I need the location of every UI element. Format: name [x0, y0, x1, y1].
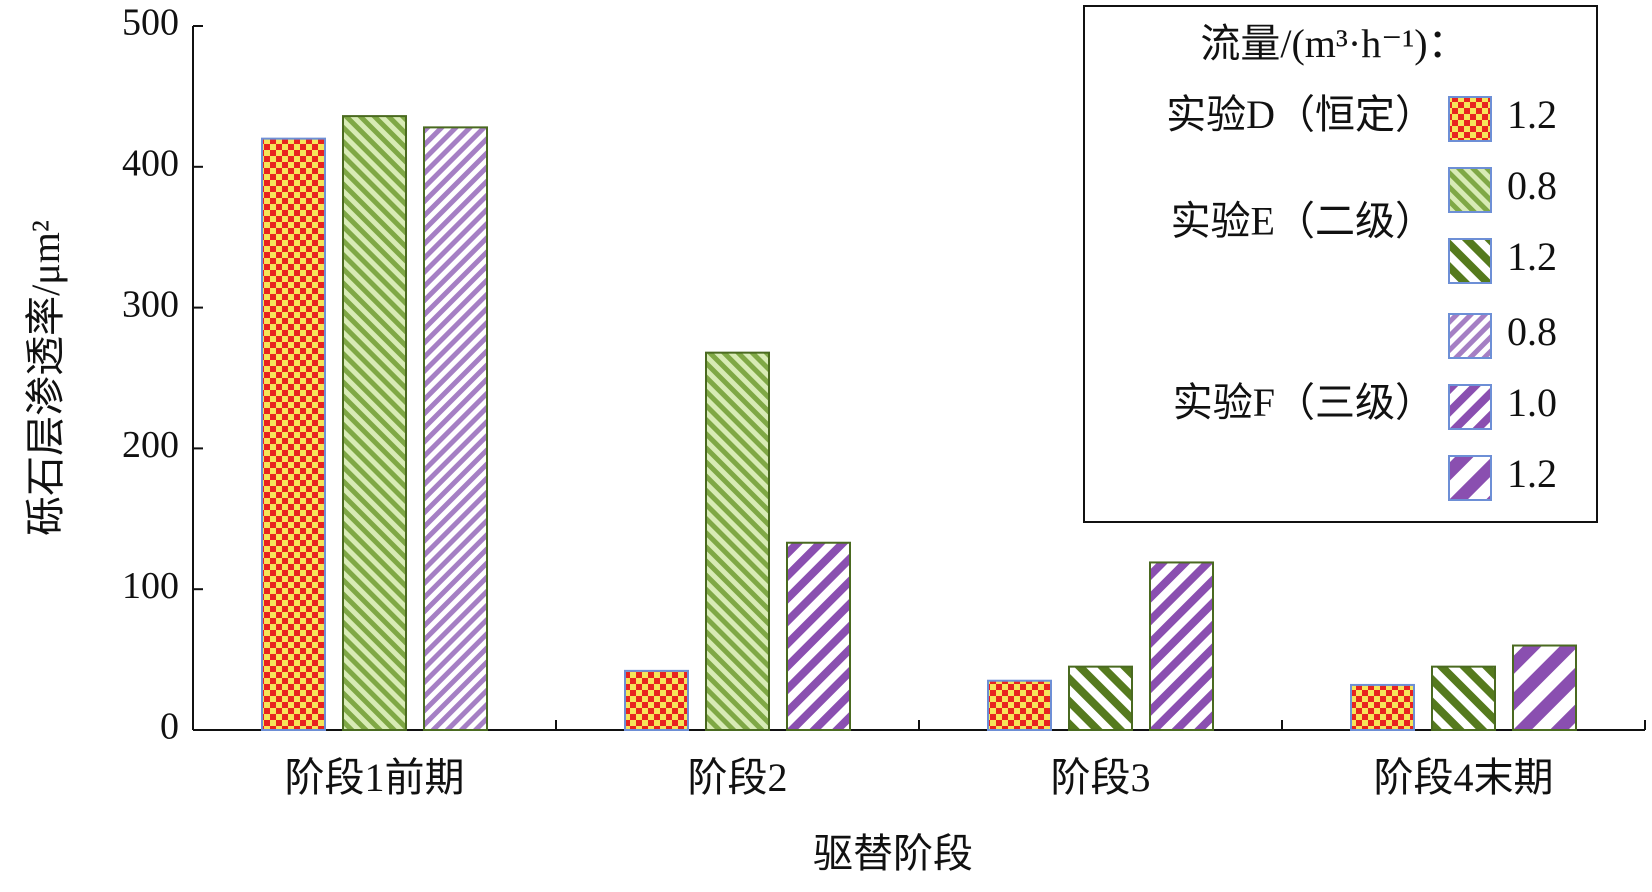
y-tick-label: 400 [122, 143, 179, 185]
y-axis-label: 砾石层渗透率/μm² [23, 220, 68, 536]
bar [423, 126, 488, 732]
legend-swatch [1448, 313, 1492, 359]
legend-swatch [1448, 455, 1492, 501]
x-tick-label: 阶段3 [1051, 755, 1151, 800]
legend: 1.2 实验D（恒定） 0.8 1.2 实验E（二级） 0.8 1.0 1.2 实验F（三级） [1166, 92, 1557, 501]
y-tick-label: 200 [122, 424, 179, 466]
legend-group-label: 实验D（恒定） [1166, 92, 1435, 137]
y-tick-label: 100 [122, 565, 179, 607]
legend-label: 0.8 [1507, 309, 1557, 354]
bar [261, 137, 326, 731]
x-tick-label: 阶段1前期 [285, 755, 465, 800]
y-tick-label: 500 [122, 2, 179, 44]
y-tick-label: 0 [160, 706, 179, 748]
legend-label: 1.2 [1507, 234, 1557, 279]
x-tick-label: 阶段2 [688, 755, 788, 800]
legend-label: 1.2 [1507, 92, 1557, 137]
x-tick-label: 阶段4末期 [1374, 755, 1554, 800]
legend-group-label: 实验E（二级） [1171, 199, 1435, 244]
bar [1068, 665, 1133, 732]
legend-label: 1.0 [1507, 380, 1557, 425]
bar [624, 669, 689, 732]
bar [1512, 644, 1577, 732]
legend-box [1083, 5, 1598, 523]
bar [1350, 683, 1415, 731]
y-tick-label: 300 [122, 283, 179, 325]
bar [987, 679, 1052, 731]
legend-swatch [1448, 238, 1492, 284]
bar [1149, 561, 1214, 731]
bar [786, 541, 851, 732]
legend-label: 0.8 [1507, 163, 1557, 208]
bar [705, 351, 770, 731]
legend-swatch [1448, 167, 1492, 213]
legend-swatch [1448, 96, 1492, 142]
x-axis-label: 驱替阶段 [813, 831, 973, 876]
bar [1431, 665, 1496, 732]
bar [342, 115, 407, 731]
legend-group-label: 实验F（三级） [1173, 380, 1435, 425]
legend-swatch [1448, 384, 1492, 430]
legend-label: 1.2 [1507, 451, 1557, 496]
legend-title: 流量/(m³·h⁻¹)： [1200, 21, 1467, 66]
